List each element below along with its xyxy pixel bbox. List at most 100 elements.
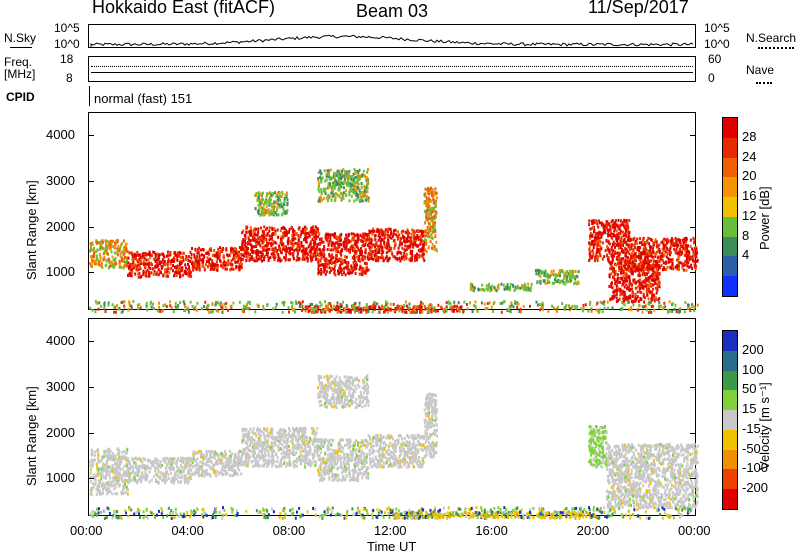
range-time-cell (618, 276, 621, 280)
range-time-cell (304, 238, 307, 241)
range-time-cell (101, 246, 103, 250)
range-time-cell (257, 237, 260, 240)
range-time-cell (639, 256, 642, 260)
range-time-cell (224, 305, 227, 309)
range-time-cell (488, 285, 491, 289)
range-time-cell (358, 168, 361, 172)
range-time-cell (637, 245, 640, 249)
range-time-cell (696, 303, 699, 307)
range-time-cell (178, 250, 181, 254)
range-time-cell (179, 255, 182, 259)
range-time-cell (248, 230, 251, 234)
range-time-cell (312, 241, 315, 245)
range-time-cell (340, 181, 343, 185)
range-time-cell (528, 288, 531, 292)
range-time-cell (220, 249, 223, 253)
range-time-cell (220, 305, 223, 309)
range-time-cell (611, 251, 614, 255)
range-time-cell (614, 250, 617, 254)
range-time-cell (638, 268, 641, 272)
range-time-cell (299, 247, 301, 250)
range-time-cell (344, 175, 347, 178)
freq-trace (91, 72, 693, 73)
range-time-cell (619, 225, 622, 229)
range-time-cell (268, 234, 271, 238)
range-time-cell (283, 302, 285, 306)
range-time-cell (262, 304, 265, 308)
range-time-cell (344, 273, 347, 277)
range-time-cell (607, 306, 609, 310)
range-time-cell (344, 266, 347, 269)
range-time-cell (574, 281, 577, 285)
range-time-cell (151, 267, 154, 271)
range-time-cell (655, 282, 658, 286)
range-time-cell (126, 492, 129, 496)
range-time-cell (323, 270, 326, 274)
range-time-cell (555, 280, 558, 283)
range-time-cell (245, 307, 248, 310)
range-time-cell (355, 188, 358, 192)
range-time-cell (434, 221, 436, 225)
range-time-cell (686, 264, 689, 268)
range-time-cell (589, 250, 592, 254)
range-time-cell (524, 287, 527, 291)
range-time-cell (353, 309, 356, 313)
range-time-cell (658, 266, 661, 270)
range-time-cell (655, 296, 657, 300)
range-time-cell (607, 247, 609, 251)
range-time-cell (118, 263, 121, 267)
range-time-cell (268, 229, 271, 233)
range-time-cell (269, 237, 272, 241)
range-time-cell (184, 266, 187, 270)
range-time-cell (312, 235, 315, 239)
range-time-cell (611, 295, 614, 298)
range-time-cell (219, 246, 222, 250)
range-time-cell-group (241, 225, 319, 263)
range-time-cell (413, 308, 416, 312)
range-time-cell (219, 258, 221, 262)
range-time-cell (362, 232, 365, 236)
colorbar-tick-label: 28 (742, 128, 757, 144)
range-time-cell (333, 305, 336, 309)
range-time-cell (564, 271, 567, 275)
range-time-cell (156, 270, 159, 274)
range-time-cell (360, 182, 363, 185)
range-time-cell (626, 300, 629, 304)
range-time-cell (336, 238, 339, 242)
range-time-cell (226, 261, 229, 265)
range-time-cell (306, 252, 308, 256)
range-time-cell (314, 250, 317, 254)
range-time-cell (138, 257, 141, 261)
range-time-cell (166, 274, 169, 278)
range-time-cell (287, 251, 290, 255)
range-time-cell (191, 305, 194, 308)
range-time-cell (360, 186, 363, 190)
range-time-cell (307, 310, 310, 314)
range-time-cell (529, 288, 532, 291)
range-time-cell (540, 306, 543, 310)
range-time-cell (346, 310, 349, 314)
range-time-cell (313, 254, 316, 258)
range-time-cell (640, 240, 643, 244)
range-time-cell (345, 173, 348, 177)
range-time-cell (381, 256, 384, 260)
range-time-cell (203, 266, 206, 270)
range-time-cell (434, 216, 436, 220)
range-time-cell (685, 262, 688, 266)
range-time-cell (649, 300, 652, 304)
range-time-cell (589, 231, 592, 235)
range-time-cell (315, 228, 318, 232)
range-time-cell (324, 236, 327, 240)
range-time-cell (407, 235, 410, 238)
range-time-cell (132, 259, 135, 263)
range-time-cell (317, 258, 320, 261)
range-time-cell (113, 457, 116, 461)
range-time-cell (405, 252, 408, 256)
range-time-cell (354, 271, 357, 275)
range-time-cell (432, 199, 435, 203)
range-time-cell (673, 307, 676, 311)
range-time-cell (321, 263, 323, 267)
range-time-cell (366, 256, 369, 260)
range-time-cell (411, 257, 414, 261)
range-time-cell (386, 308, 389, 312)
